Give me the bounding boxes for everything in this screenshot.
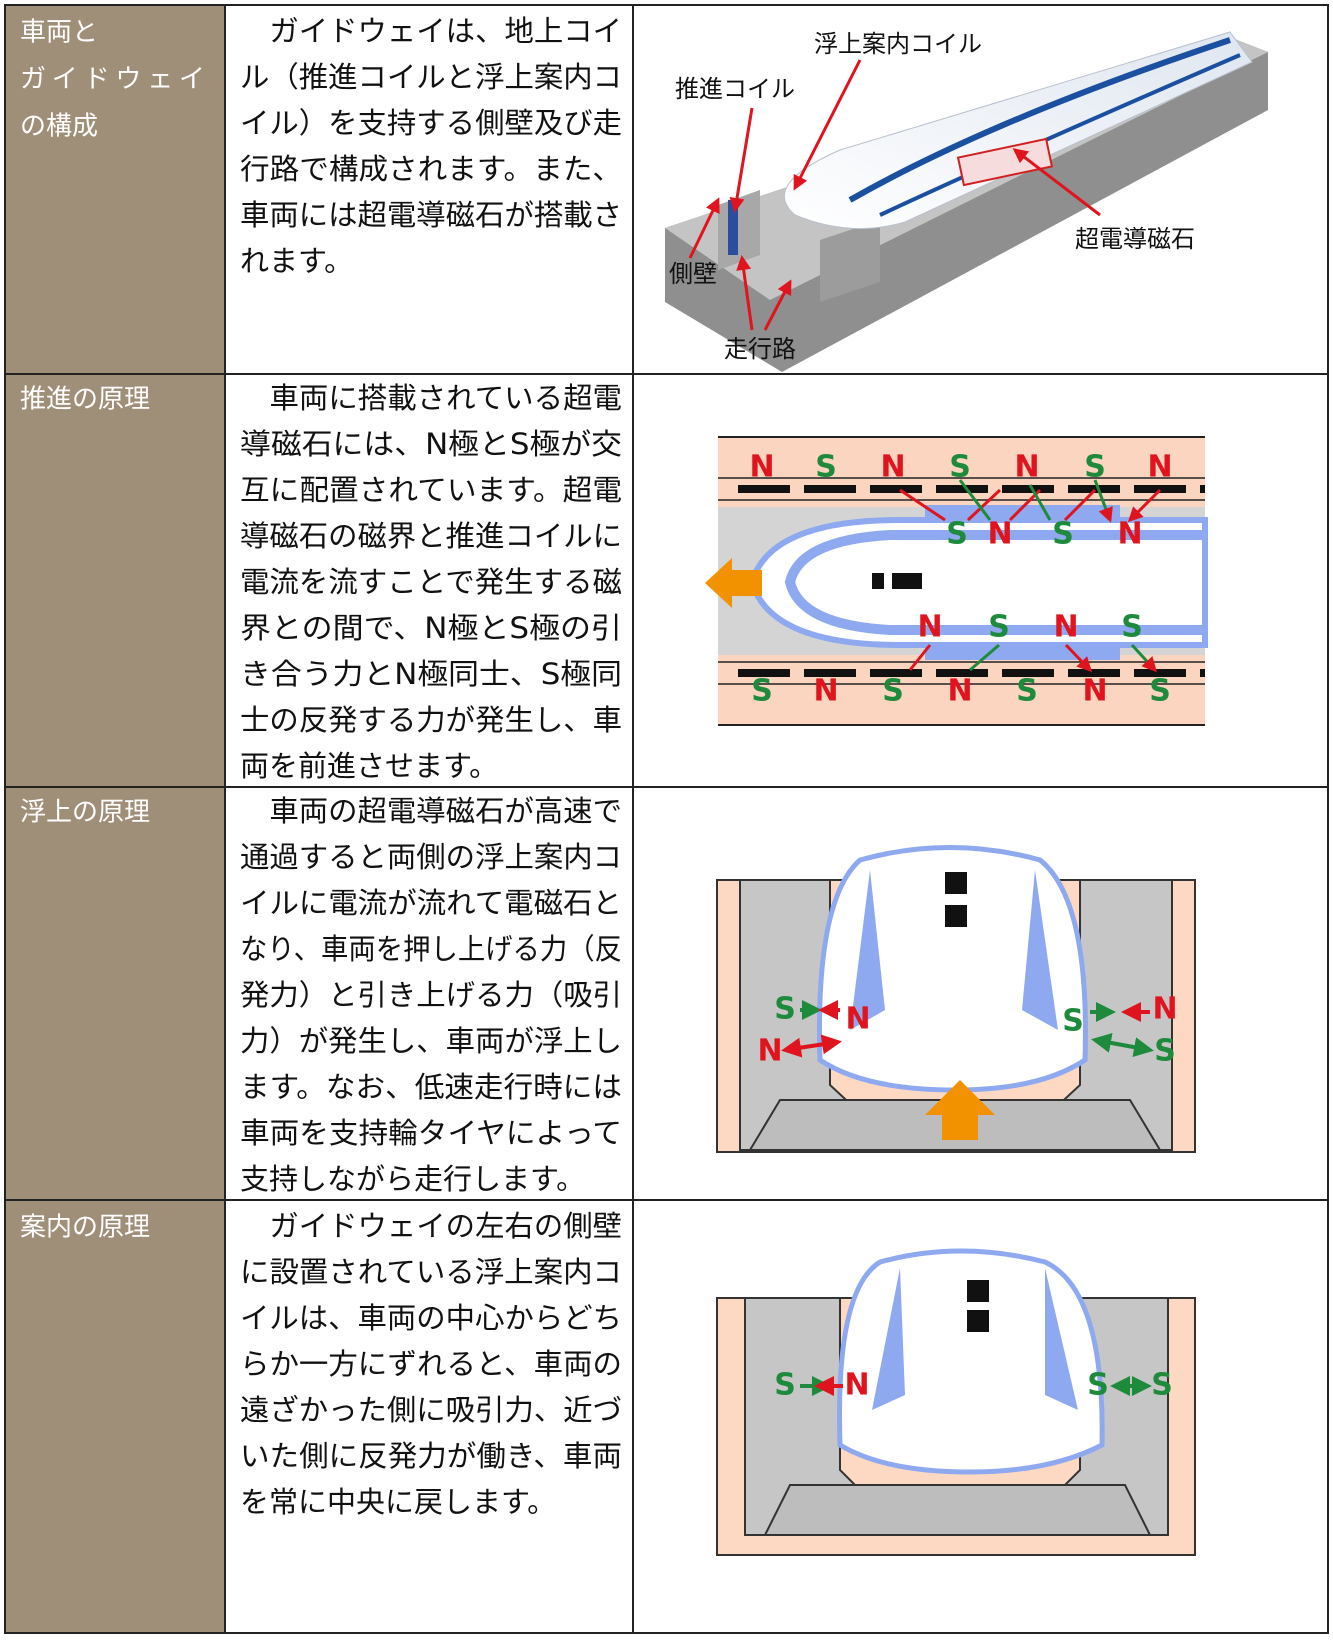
body-text: 電流を流すことで発生する磁 bbox=[240, 565, 622, 599]
body-text: なり、車両を押し上げる力（反 bbox=[240, 932, 622, 966]
figure-label: N bbox=[880, 450, 905, 485]
figure-label: S bbox=[774, 1368, 796, 1403]
propulsion-figure bbox=[705, 436, 1208, 726]
body-text: 車両の超電導磁石が高速で bbox=[240, 794, 622, 828]
figure-label: S bbox=[1121, 610, 1143, 645]
figure-label: 超電導磁石 bbox=[1075, 225, 1195, 253]
figure-label: N bbox=[844, 1368, 869, 1403]
body-text: 士の反発する力が発生し、車 bbox=[240, 703, 622, 737]
body-text: 通過すると両側の浮上案内コ bbox=[240, 840, 622, 874]
figure-label: 推進コイル bbox=[675, 75, 795, 103]
body-text: ガイドウェイは、地上コイ bbox=[240, 14, 622, 48]
figure-label: N bbox=[845, 1002, 870, 1037]
body-text: 車両に搭載されている超電 bbox=[240, 381, 622, 415]
body-text: 導磁石には、N極とS極が交 bbox=[240, 427, 622, 461]
row-heading: 浮上の原理 bbox=[20, 798, 150, 828]
figure-label: N bbox=[917, 610, 942, 645]
body-text: 車両を支持輪タイヤによって bbox=[240, 1116, 622, 1150]
body-text: 発力）と引き上げる力（吸引 bbox=[240, 978, 622, 1012]
figure-label: S bbox=[1016, 674, 1038, 709]
row-heading: の構成 bbox=[20, 112, 98, 142]
body-text: 両を前進させます。 bbox=[240, 749, 498, 783]
levitation-figure bbox=[716, 845, 1196, 1153]
body-text: 界との間で、N極とS極の引 bbox=[240, 611, 622, 645]
figure-label: S bbox=[1062, 1004, 1084, 1039]
body-text: 力）が発生し、車両が浮上し bbox=[240, 1024, 622, 1058]
figure-label: S bbox=[1084, 450, 1106, 485]
body-text: き合う力とN極同士、S極同 bbox=[240, 657, 622, 691]
figure-label: N bbox=[1053, 610, 1078, 645]
figure-label: N bbox=[757, 1034, 782, 1069]
figure-label: N bbox=[749, 450, 774, 485]
figure-label: S bbox=[1154, 1034, 1176, 1069]
body-text: 行路で構成されます。また、 bbox=[240, 152, 622, 186]
guidance-figure bbox=[716, 1248, 1196, 1556]
body-text: ます。なお、低速走行時には bbox=[240, 1070, 622, 1104]
guideway-figure bbox=[665, 31, 1268, 372]
figure-label: S bbox=[882, 674, 904, 709]
figure-label: S bbox=[949, 450, 971, 485]
figure-label: S bbox=[1151, 1368, 1173, 1403]
body-text: イル）を支持する側壁及び走 bbox=[240, 106, 622, 140]
body-text: イルに電流が流れて電磁石と bbox=[240, 886, 622, 920]
body-text: を常に中央に戻します。 bbox=[240, 1485, 556, 1519]
body-text: ガイドウェイの左右の側壁 bbox=[240, 1209, 622, 1243]
figure-label: 浮上案内コイル bbox=[814, 30, 982, 58]
figure-label: N bbox=[1082, 674, 1107, 709]
body-text: いた側に反発力が働き、車両 bbox=[240, 1439, 622, 1473]
body-text: れます。 bbox=[240, 244, 353, 278]
figure-label: N bbox=[1117, 517, 1142, 552]
figure-label: S bbox=[988, 610, 1010, 645]
row-heading: 推進の原理 bbox=[20, 385, 150, 415]
body-text: 互に配置されています。超電 bbox=[240, 473, 622, 507]
table-frame bbox=[4, 4, 1329, 1634]
figure-label: S bbox=[1052, 517, 1074, 552]
figure-label: N bbox=[947, 674, 972, 709]
figure-label: N bbox=[1014, 450, 1039, 485]
body-text: らか一方にずれると、車両の bbox=[240, 1347, 622, 1381]
figure-label: S bbox=[946, 517, 968, 552]
body-text: 車両には超電導磁石が搭載さ bbox=[240, 198, 622, 232]
body-text: ル（推進コイルと浮上案内コ bbox=[240, 60, 622, 94]
figure-label: S bbox=[1149, 674, 1171, 709]
row-heading: 車両と bbox=[20, 18, 98, 48]
figure-label: N bbox=[987, 517, 1012, 552]
figure-label: N bbox=[1147, 450, 1172, 485]
row-heading: 案内の原理 bbox=[20, 1213, 150, 1243]
figure-label: S bbox=[751, 674, 773, 709]
figure-label: S bbox=[774, 992, 796, 1027]
figure-label: N bbox=[1152, 992, 1177, 1027]
figure-label: S bbox=[815, 450, 837, 485]
body-text: に設置されている浮上案内コ bbox=[240, 1255, 622, 1289]
body-text: 導磁石の磁界と推進コイルに bbox=[240, 519, 622, 553]
figure-label: N bbox=[813, 674, 838, 709]
body-text: 遠ざかった側に吸引力、近づ bbox=[240, 1393, 622, 1427]
body-text: 支持しながら走行します。 bbox=[240, 1162, 585, 1196]
figure-label: 走行路 bbox=[724, 335, 796, 363]
figure-label: 側壁 bbox=[669, 260, 717, 288]
figure-label: S bbox=[1087, 1368, 1109, 1403]
body-text: イルは、車両の中心からどち bbox=[240, 1301, 622, 1335]
